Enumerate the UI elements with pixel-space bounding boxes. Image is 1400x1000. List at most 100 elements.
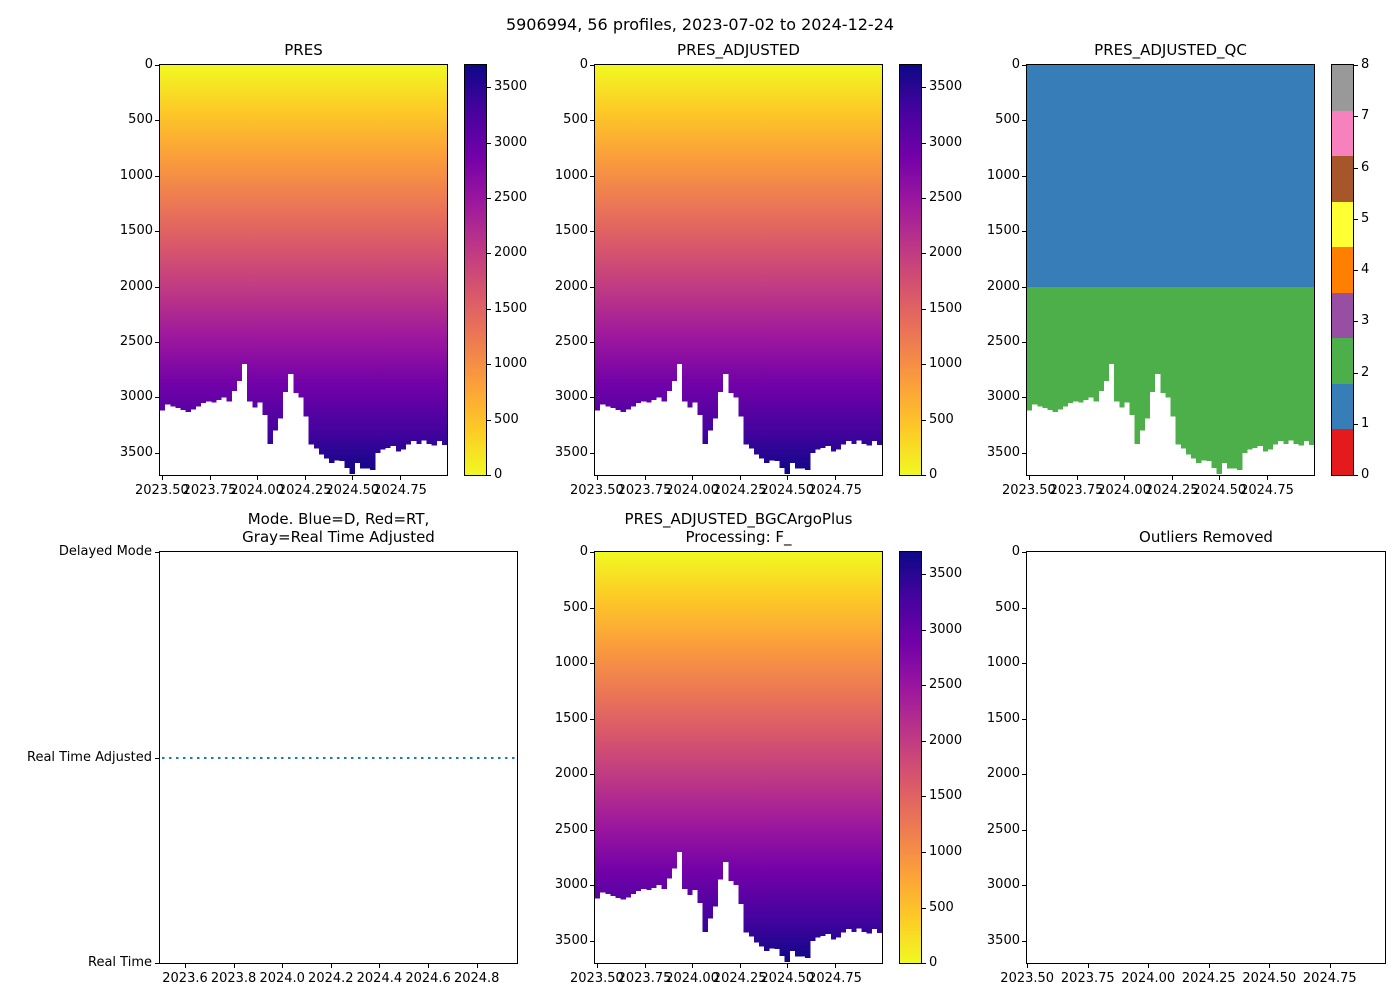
colorbar-tick-label: 3500 [929,79,963,95]
colorbar-tick-mark [487,142,491,144]
colorbar-frame [899,551,922,964]
colorbar-segment [1332,156,1353,202]
x-tick-mark [835,476,836,480]
colorbar-segment [1332,338,1353,384]
colorbar-tick-label: 2500 [494,190,528,205]
plot-area [1027,552,1385,963]
y-tick-label: 0 [144,57,153,72]
y-tick-mark [590,286,594,288]
x-tick-label: 2024.2 [308,971,354,986]
seafloor-path [1027,364,1314,475]
y-tick-label: 2500 [986,334,1020,349]
colorbar-tick-mark [1354,218,1358,220]
y-tick-label: Delayed Mode [58,544,152,559]
x-tick-mark [161,476,163,480]
colorbar-tick-mark [922,419,926,421]
y-tick-mark [590,342,594,343]
colorbar-tick-label: 1000 [929,356,963,372]
x-tick-label: 2024.00 [1097,483,1151,498]
colorbar-tick-label: 1000 [929,843,963,859]
colorbar-tick-label: 2500 [929,677,963,693]
y-tick-label: 3000 [554,877,588,893]
colorbar-tick-label: 1500 [494,300,528,316]
y-tick-mark [1022,774,1026,776]
y-tick-mark [1022,231,1026,233]
plot-area [595,65,882,475]
x-tick-label: 2024.00 [1121,971,1176,986]
colorbar-frame [1331,64,1354,476]
subplot-title: PRES_ADJUSTED [677,41,800,59]
y-tick-mark [155,65,159,66]
y-tick-mark [1022,885,1026,887]
y-tick-mark [1022,552,1026,553]
x-tick-label: 2024.0 [259,971,305,986]
x-tick-mark [304,476,306,480]
colorbar-tick-mark [922,87,926,89]
y-tick-label: 1000 [119,167,153,183]
x-tick-mark [739,964,741,968]
colorbar-tick-label: 1000 [494,356,528,372]
y-tick-label: 0 [1011,544,1020,559]
y-tick-label: Real Time Adjusted [27,749,152,765]
seafloor-path [595,851,882,963]
x-tick-label: 2024.50 [760,483,815,498]
y-tick-label: 1500 [119,223,153,239]
y-tick-label: 0 [579,544,588,559]
x-tick-label: 2024.75 [1302,971,1357,986]
colorbar-tick-mark [922,142,926,144]
y-tick-mark [155,175,159,177]
x-tick-label: 2023.75 [182,483,237,498]
y-tick-label: 2500 [119,334,153,349]
y-tick-label: 1000 [554,655,588,671]
x-tick-mark [233,964,235,968]
colorbar-tick-label: 2 [1361,364,1370,380]
colorbar-gradient [465,65,486,475]
y-tick-label: 500 [995,599,1020,615]
x-tick-mark [835,964,836,968]
x-tick-label: 2024.75 [1240,483,1294,498]
colorbar-tick-mark [922,475,926,476]
colorbar-tick-mark [487,87,491,89]
x-tick-mark [330,964,332,968]
x-tick-label: 2023.50 [570,971,624,986]
x-tick-mark [1219,476,1221,480]
colorbar-segment [1332,247,1353,293]
y-tick-label: 0 [1011,57,1020,72]
subplot-title: PRES_ADJUSTED_QC [1094,41,1247,59]
colorbar-segment [1332,201,1353,248]
axes-frame [594,551,883,964]
seafloor-white-mask [1027,364,1314,475]
colorbar-tick-label: 500 [929,899,954,915]
x-tick-mark [644,964,646,968]
colorbar-tick-label: 3000 [929,134,963,150]
x-tick-label: 2023.8 [210,971,257,986]
axes-frame [1026,64,1315,476]
plot-area [1027,65,1314,475]
y-tick-mark [155,452,159,454]
y-tick-label: 2000 [119,278,153,294]
y-tick-mark [590,885,594,887]
x-tick-label: 2024.75 [808,971,862,986]
x-tick-label: 2024.25 [712,971,767,986]
x-tick-mark [1148,964,1150,968]
qc-layer-1 [1027,65,1314,287]
y-tick-mark [590,829,594,831]
x-tick-label: 2024.4 [356,971,403,986]
y-tick-mark [1022,829,1026,831]
axes-frame [1026,551,1386,964]
x-tick-label: 2024.25 [1144,483,1199,498]
colorbar-tick-label: 0 [1361,467,1370,482]
colorbar-tick-mark [922,308,926,310]
y-tick-mark [155,757,159,759]
colorbar-tick-label: 2000 [929,245,963,261]
x-tick-mark [1087,964,1089,968]
x-tick-mark [1028,476,1030,480]
y-tick-mark [155,120,159,122]
x-tick-label: 2024.25 [1181,971,1236,986]
x-tick-label: 2024.25 [712,483,767,498]
colorbar-tick-mark [487,308,491,310]
y-tick-mark [590,65,594,66]
y-tick-mark [590,774,594,776]
y-tick-label: 3500 [554,932,588,948]
